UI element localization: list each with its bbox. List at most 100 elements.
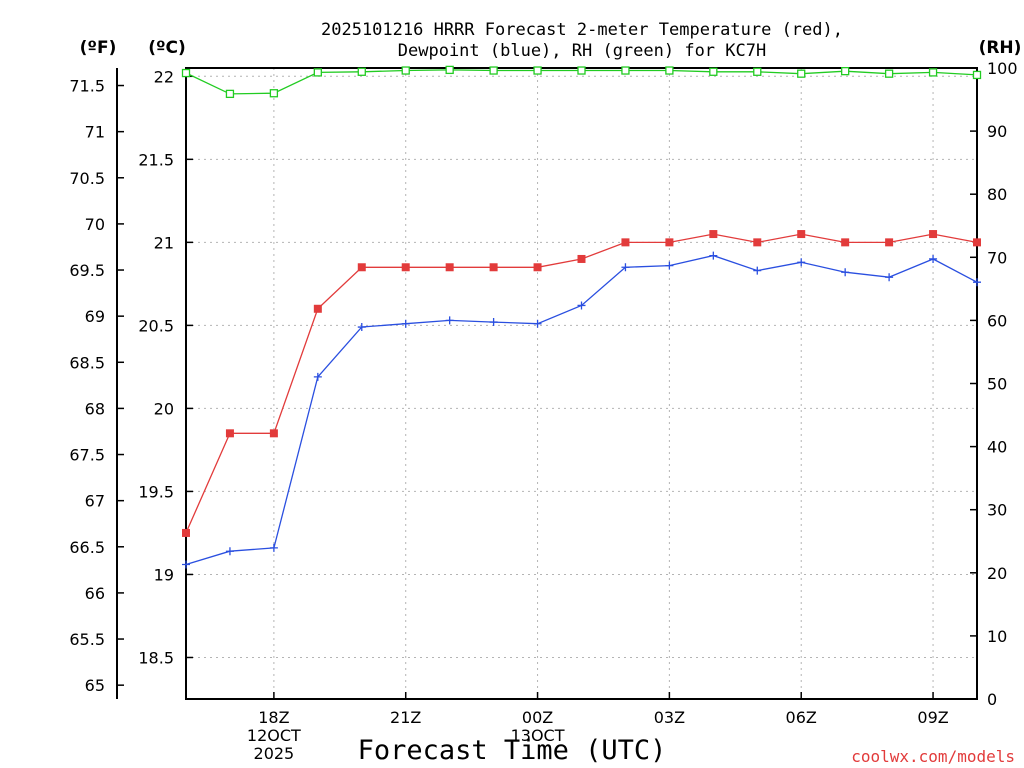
dewpoint-point <box>753 266 762 275</box>
celsius-tick-label: 21.5 <box>138 150 174 169</box>
temperature-point <box>577 254 586 263</box>
fahrenheit-tick-label: 71.5 <box>69 77 105 96</box>
temperature-point <box>401 263 410 272</box>
dewpoint-point <box>709 251 718 260</box>
fahrenheit-tick-label: 71 <box>85 123 105 142</box>
dewpoint-point <box>665 261 674 270</box>
celsius-tick-label: 21 <box>154 233 174 252</box>
rh-point <box>269 89 279 98</box>
rh-point <box>577 66 586 75</box>
source-credit[interactable]: coolwx.com/models <box>851 747 1015 766</box>
rh-unit-label: (RH) <box>979 38 1022 58</box>
temperature-point <box>885 238 894 247</box>
celsius-tick-label: 20.5 <box>138 316 174 335</box>
fahrenheit-tick-label: 66.5 <box>69 538 105 557</box>
rh-point <box>665 66 674 75</box>
data-series <box>181 65 982 569</box>
x-tick-date-label: 2025 <box>254 744 295 763</box>
rh-point <box>225 89 235 99</box>
x-tick-label: 06Z <box>786 708 817 727</box>
temperature-point <box>489 263 498 272</box>
rh-point <box>621 66 630 75</box>
grid-lines <box>186 68 977 699</box>
rh-tick-label: 90 <box>987 122 1007 141</box>
rh-point <box>841 67 850 76</box>
fahrenheit-unit-label: (ºF) <box>80 38 117 58</box>
temperature-point <box>445 263 454 272</box>
rh-tick-label: 50 <box>987 375 1007 394</box>
temperature-point <box>621 238 630 247</box>
chart-title-line-2: Dewpoint (blue), RH (green) for KC7H <box>398 41 766 61</box>
temperature-point <box>357 263 366 272</box>
rh-point <box>313 68 322 77</box>
series-dewpoint <box>182 251 981 569</box>
rh-point <box>181 68 191 78</box>
x-tick-label: 21Z <box>390 708 421 727</box>
dewpoint-point <box>489 318 498 327</box>
dewpoint-point <box>225 547 234 556</box>
temperature-point <box>225 429 234 438</box>
dewpoint-point <box>313 372 322 381</box>
dewpoint-point <box>445 316 454 325</box>
dewpoint-point <box>841 268 850 277</box>
celsius-tick-label: 20 <box>154 399 174 418</box>
temperature-point <box>313 304 322 313</box>
x-tick-date-label: 13OCT <box>511 726 565 745</box>
dewpoint-point <box>269 543 278 552</box>
rh-tick-label: 60 <box>987 311 1007 330</box>
dewpoint-point <box>533 319 542 328</box>
temperature-point <box>533 263 542 272</box>
rh-point <box>401 66 410 75</box>
dewpoint-point <box>621 263 630 272</box>
rh-tick-label: 40 <box>987 438 1007 457</box>
rh-point <box>357 67 366 76</box>
celsius-unit-label: (ºC) <box>148 38 186 58</box>
fahrenheit-tick-label: 68 <box>85 399 105 418</box>
temperature-point <box>665 238 674 247</box>
plot-frame <box>185 67 978 700</box>
series-temperature <box>182 230 981 537</box>
temperature-point <box>182 528 190 537</box>
temperature-line <box>185 233 978 534</box>
rh-tick-label: 10 <box>987 627 1007 646</box>
rh-point <box>753 67 762 76</box>
rh-tick-label: 20 <box>987 564 1007 583</box>
dewpoint-point <box>797 258 806 267</box>
tick-labels: 65 65.5 66 66.5 67 67.5 68 68.5 69 69.5 70 70.5 71 71… <box>69 59 1017 763</box>
dewpoint-point <box>182 560 190 569</box>
dewpoint-point <box>401 319 410 328</box>
x-tick-label: 00Z <box>522 708 553 727</box>
rh-point <box>884 69 894 78</box>
celsius-tick-label: 22 <box>154 67 174 86</box>
rh-point <box>797 69 806 78</box>
fahrenheit-tick-label: 70 <box>85 215 105 234</box>
chart-title-line-1: 2025101216 HRRR Forecast 2-meter Tempera… <box>321 20 843 40</box>
rh-point <box>445 65 454 75</box>
x-tick-label: 09Z <box>917 708 948 727</box>
fahrenheit-tick-label: 65.5 <box>69 630 105 649</box>
rh-tick-label: 80 <box>987 185 1007 204</box>
celsius-tick-label: 19.5 <box>138 482 174 501</box>
x-tick-label: 18Z <box>258 708 289 727</box>
temperature-point <box>753 238 762 247</box>
fahrenheit-tick-label: 70.5 <box>69 169 105 188</box>
temperature-point <box>269 429 278 438</box>
rh-tick-label: 70 <box>987 248 1007 267</box>
dewpoint-point <box>577 301 586 310</box>
fahrenheit-tick-label: 69.5 <box>69 261 105 280</box>
temperature-point <box>709 230 718 239</box>
rh-point <box>489 66 498 75</box>
rh-point <box>928 68 938 77</box>
temperature-point <box>797 230 806 239</box>
rh-point <box>972 70 982 80</box>
temperature-point <box>841 238 850 247</box>
dewpoint-point <box>929 254 938 263</box>
axes <box>116 67 978 700</box>
rh-point <box>709 67 718 76</box>
x-axis-label: Forecast Time (UTC) <box>358 735 667 766</box>
fahrenheit-tick-label: 66 <box>85 584 105 603</box>
fahrenheit-tick-label: 67.5 <box>69 446 105 465</box>
x-tick-date-label: 12OCT <box>247 726 301 745</box>
temperature-point <box>973 238 981 247</box>
